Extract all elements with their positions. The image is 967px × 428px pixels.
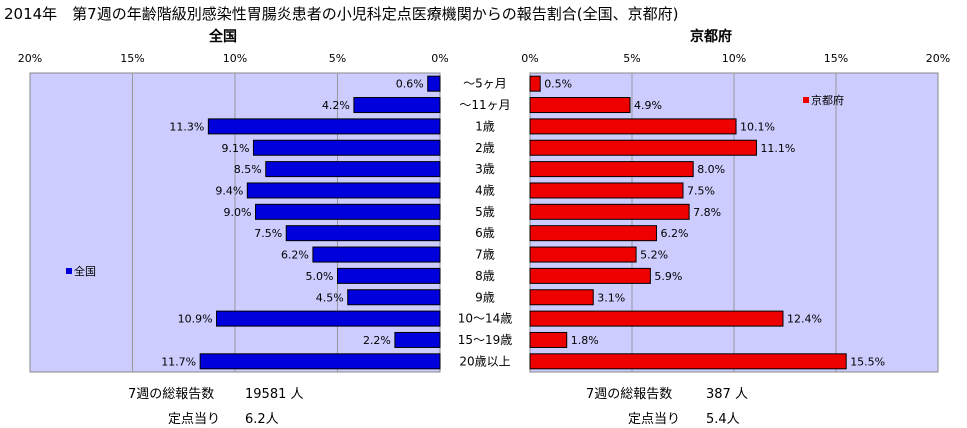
- kyoto-total-value: 387 人: [706, 387, 748, 402]
- kyoto-bar: [529, 97, 631, 114]
- category-label: 15～19歳: [458, 333, 513, 347]
- national-bar: [285, 225, 441, 242]
- kyoto-bar: [529, 353, 847, 370]
- kyoto-bar: [529, 267, 651, 284]
- national-tick-label: 15%: [120, 52, 144, 65]
- chart-svg: 20% 15% 10% 5% 0% 0.6% 4.2% 11.3% 9.1% 8.5% 9.4% 9.…: [18, 52, 950, 373]
- kyoto-data-label: 3.1%: [597, 291, 625, 304]
- kyoto-tick-label: 0%: [521, 52, 538, 65]
- national-bar: [199, 353, 441, 370]
- national-legend-label: 全国: [74, 264, 96, 278]
- kyoto-bar: [529, 161, 694, 178]
- national-bar: [246, 182, 441, 199]
- national-bar: [255, 203, 441, 220]
- category-label: 1歳: [475, 119, 495, 133]
- kyoto-bar: [529, 310, 784, 327]
- category-label: 7歳: [475, 248, 495, 262]
- kyoto-tick-label: 5%: [623, 52, 640, 65]
- national-per-label: 定点当り: [168, 412, 221, 427]
- national-data-label: 0.6%: [396, 78, 424, 91]
- kyoto-data-label: 7.8%: [693, 206, 721, 219]
- category-label: 8歳: [475, 269, 495, 283]
- national-bar: [347, 289, 441, 306]
- kyoto-tick-label: 10%: [722, 52, 746, 65]
- national-bar: [394, 331, 441, 348]
- kyoto-data-label: 0.5%: [544, 78, 572, 91]
- category-label: 2歳: [475, 141, 495, 155]
- national-bar: [353, 97, 441, 114]
- national-data-label: 2.2%: [363, 334, 391, 347]
- national-bar: [216, 310, 441, 327]
- national-bar: [252, 139, 441, 156]
- national-tick-label: 0%: [431, 52, 448, 65]
- kyoto-bar: [529, 289, 594, 306]
- kyoto-data-label: 6.2%: [660, 227, 688, 240]
- kyoto-bar: [529, 139, 757, 156]
- national-data-label: 11.7%: [161, 355, 196, 368]
- category-label: 5歳: [475, 205, 495, 219]
- national-bar: [427, 75, 441, 92]
- national-bar: [312, 246, 441, 263]
- national-per-value: 6.2人: [245, 412, 279, 427]
- national-data-label: 8.5%: [234, 163, 262, 176]
- kyoto-data-label: 5.9%: [654, 270, 682, 283]
- national-total-value: 19581 人: [245, 387, 304, 402]
- kyoto-bar: [529, 203, 690, 220]
- kyoto-bar: [529, 225, 657, 242]
- national-data-label: 9.0%: [224, 206, 252, 219]
- kyoto-data-label: 4.9%: [634, 99, 662, 112]
- national-data-label: 9.1%: [221, 142, 249, 155]
- kyoto-data-label: 5.2%: [640, 249, 668, 262]
- kyoto-per-label: 定点当り: [628, 412, 681, 427]
- national-tick-label: 5%: [329, 52, 346, 65]
- kyoto-bar: [529, 75, 541, 92]
- national-data-label: 4.2%: [322, 99, 350, 112]
- national-data-label: 11.3%: [169, 120, 204, 133]
- category-label: 6歳: [475, 226, 495, 240]
- national-bar: [337, 267, 441, 284]
- kyoto-bar: [529, 331, 568, 348]
- national-bar: [207, 118, 441, 135]
- national-total-label: 7週の総報告数: [128, 387, 215, 402]
- kyoto-legend-label: 京都府: [811, 93, 844, 107]
- national-data-label: 4.5%: [316, 291, 344, 304]
- kyoto-total-label: 7週の総報告数: [586, 387, 673, 402]
- national-data-label: 10.9%: [178, 313, 213, 326]
- kyoto-per-value: 5.4人: [706, 412, 740, 427]
- kyoto-panel-title: 京都府: [690, 29, 732, 45]
- kyoto-data-label: 12.4%: [787, 313, 822, 326]
- national-data-label: 9.4%: [215, 184, 243, 197]
- national-data-label: 6.2%: [281, 249, 309, 262]
- category-label: 3歳: [475, 162, 495, 176]
- kyoto-data-label: 1.8%: [571, 334, 599, 347]
- kyoto-data-label: 7.5%: [687, 184, 715, 197]
- kyoto-data-label: 8.0%: [697, 163, 725, 176]
- kyoto-data-label: 15.5%: [850, 355, 885, 368]
- category-label: 20歳以上: [459, 354, 510, 368]
- national-data-label: 7.5%: [254, 227, 282, 240]
- national-data-label: 5.0%: [306, 270, 334, 283]
- category-label: 9歳: [475, 290, 495, 304]
- kyoto-legend-swatch: [803, 97, 809, 103]
- kyoto-bar: [529, 182, 684, 199]
- national-bar: [265, 161, 441, 178]
- kyoto-tick-label: 15%: [824, 52, 848, 65]
- kyoto-tick-label: 20%: [926, 52, 950, 65]
- kyoto-data-label: 10.1%: [740, 120, 775, 133]
- category-label: 10～14歳: [458, 312, 513, 326]
- kyoto-bar: [529, 246, 637, 263]
- national-legend-swatch: [66, 268, 72, 274]
- category-label: 4歳: [475, 183, 495, 197]
- kyoto-data-label: 11.1%: [760, 142, 795, 155]
- category-label: ～11ヶ月: [459, 98, 510, 112]
- kyoto-bar: [529, 118, 737, 135]
- chart-title: 2014年 第7週の年齢階級別感染性胃腸炎患者の小児科定点医療機関からの報告割合…: [4, 5, 679, 23]
- national-tick-label: 20%: [18, 52, 42, 65]
- national-tick-label: 10%: [223, 52, 247, 65]
- national-panel-title: 全国: [209, 29, 237, 45]
- category-label: ～5ヶ月: [463, 77, 507, 91]
